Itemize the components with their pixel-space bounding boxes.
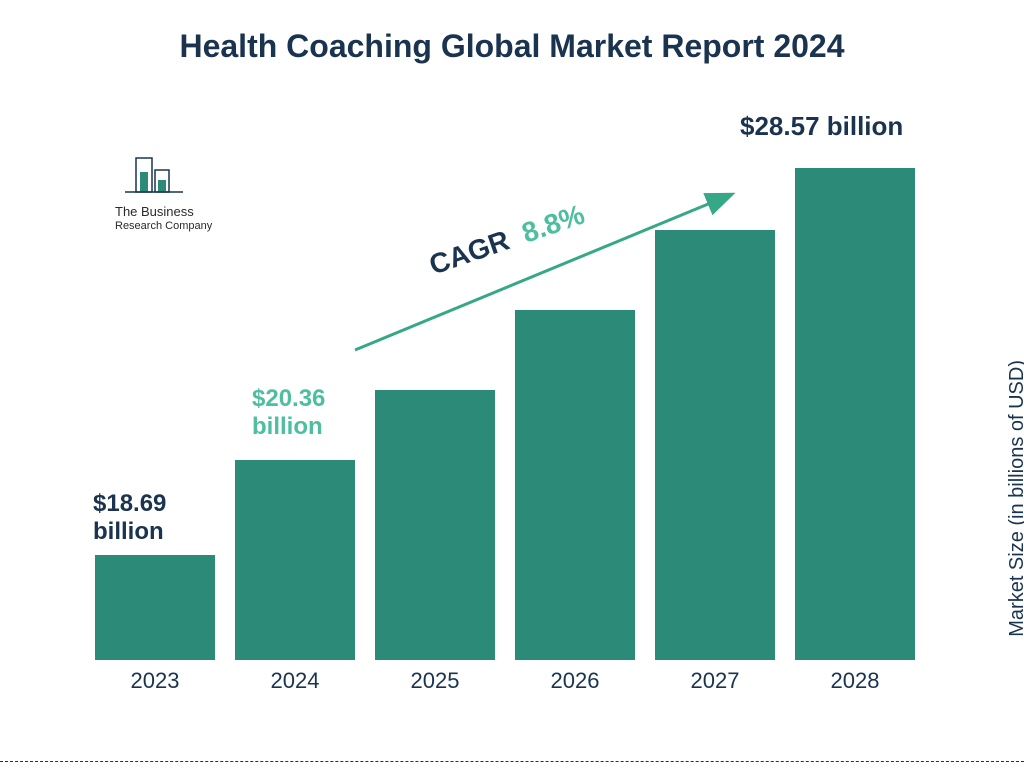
bar-2023 [95, 555, 215, 660]
cagr-annotation: CAGR 8.8% [340, 180, 740, 380]
value-label-2024-line1: $20.36 [252, 385, 325, 413]
bottom-dashed-line [0, 761, 1024, 762]
y-axis-label: Market Size (in billions of USD) [1006, 360, 1024, 637]
xlabel-2024: 2024 [235, 668, 355, 694]
value-label-2028: $28.57 billion [740, 112, 903, 142]
value-label-2023: $18.69 billion [93, 490, 166, 545]
bar-2024 [235, 460, 355, 660]
xlabel-2026: 2026 [515, 668, 635, 694]
page-title: Health Coaching Global Market Report 202… [0, 0, 1024, 65]
bar-2028 [795, 168, 915, 660]
bar-2025 [375, 390, 495, 660]
value-label-2024-line2: billion [252, 413, 325, 441]
xlabel-2025: 2025 [375, 668, 495, 694]
xlabel-2023: 2023 [95, 668, 215, 694]
xlabel-2028: 2028 [795, 668, 915, 694]
value-label-2028-line1: $28.57 billion [740, 112, 903, 142]
value-label-2023-line1: $18.69 [93, 490, 166, 518]
value-label-2024: $20.36 billion [252, 385, 325, 440]
x-axis-labels: 2023 2024 2025 2026 2027 2028 [75, 668, 935, 694]
value-label-2023-line2: billion [93, 518, 166, 546]
xlabel-2027: 2027 [655, 668, 775, 694]
cagr-arrow-icon [340, 180, 740, 380]
